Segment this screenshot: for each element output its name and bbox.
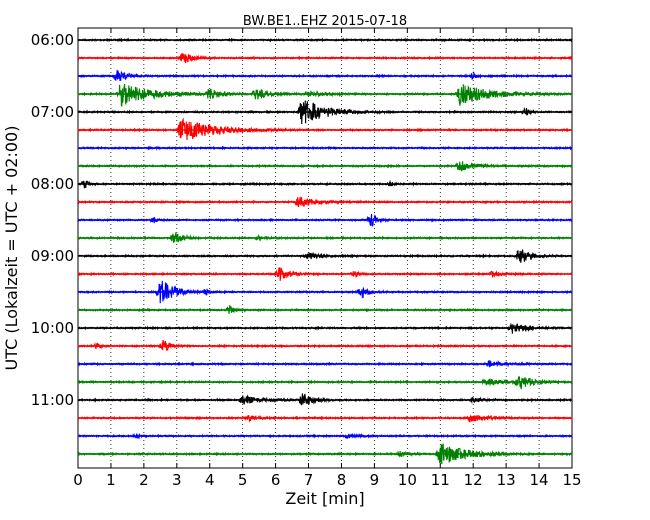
- y-tick-label: 08:00: [31, 175, 74, 193]
- x-tick-label: 11: [431, 471, 450, 489]
- x-tick-label: 12: [464, 471, 483, 489]
- y-tick-label: 09:00: [31, 247, 74, 265]
- x-tick-label: 5: [238, 471, 248, 489]
- y-tick-label: 06:00: [31, 31, 74, 49]
- y-axis-label: UTC (Lokalzeit = UTC + 02:00): [2, 126, 21, 371]
- x-tick-label: 4: [205, 471, 215, 489]
- plot-frame: [77, 27, 573, 469]
- x-tick-label: 10: [398, 471, 417, 489]
- trace-line: [77, 322, 573, 334]
- x-tick-label: 0: [73, 471, 83, 489]
- x-tick-label: 1: [106, 471, 116, 489]
- x-tick-label: 3: [172, 471, 182, 489]
- chart-title: BW.BE1..EHZ 2015-07-18: [243, 14, 407, 29]
- x-tick-label: 13: [497, 471, 516, 489]
- x-tick-label: 2: [139, 471, 149, 489]
- y-axis-ticks: 06:00 07:00 08:00 09:00 10:00 11:00: [31, 31, 572, 409]
- trace-line: [77, 375, 573, 390]
- trace-lines: [77, 37, 573, 465]
- x-axis-ticks: 0 1 2 3 4 5 6 7 8 9 10 11 12 13 14 15: [73, 28, 582, 489]
- grid-lines: [110, 28, 540, 468]
- x-tick-label: 8: [337, 471, 347, 489]
- x-tick-label: 15: [562, 471, 581, 489]
- x-tick-label: 9: [370, 471, 380, 489]
- x-tick-label: 14: [530, 471, 549, 489]
- y-tick-label: 07:00: [31, 103, 74, 121]
- y-tick-label: 10:00: [31, 319, 74, 337]
- y-tick-label: 11:00: [31, 391, 74, 409]
- x-tick-label: 7: [304, 471, 314, 489]
- trace-line: [77, 83, 573, 108]
- x-tick-label: 6: [271, 471, 281, 489]
- x-axis-label: Zeit [min]: [285, 489, 364, 508]
